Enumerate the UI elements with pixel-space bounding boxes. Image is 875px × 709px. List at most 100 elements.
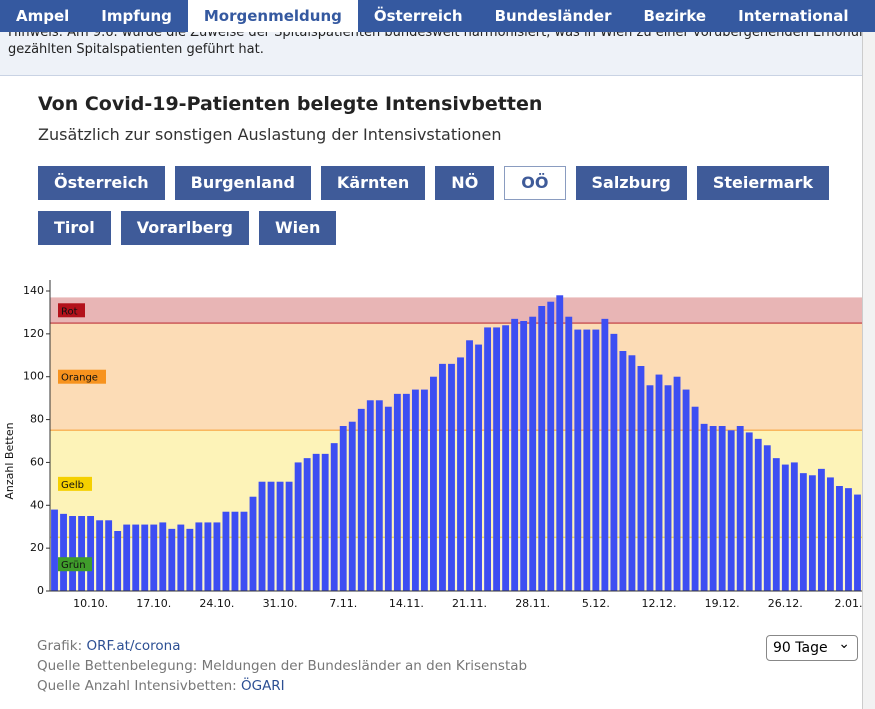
footer-link[interactable]: ÖGARI bbox=[240, 678, 285, 694]
chart: 10.10. 17.10. 24.10. 31.10. 7.11. 14.11. 21.11… bbox=[3, 280, 862, 610]
bar bbox=[709, 426, 717, 591]
bar bbox=[87, 516, 95, 591]
y-tick-label: 120 bbox=[23, 327, 44, 340]
region-button[interactable]: Salzburg bbox=[575, 166, 687, 200]
bar bbox=[538, 306, 546, 591]
bar bbox=[610, 333, 618, 591]
bar bbox=[628, 355, 636, 591]
bar bbox=[69, 516, 76, 591]
bar bbox=[547, 301, 555, 591]
bar bbox=[511, 318, 519, 591]
y-tick-label: 40 bbox=[30, 498, 44, 511]
bar bbox=[854, 494, 861, 591]
bar bbox=[502, 325, 510, 591]
bar bbox=[664, 385, 672, 591]
region-button[interactable]: Österreich bbox=[38, 166, 165, 200]
bar bbox=[430, 376, 437, 591]
region-buttons: Österreich Burgenland Kärnten NÖ OÖ Salzburg S… bbox=[38, 166, 863, 245]
bar bbox=[321, 453, 329, 591]
bar bbox=[330, 443, 338, 591]
bar bbox=[556, 295, 564, 591]
y-tick-label: 60 bbox=[30, 455, 44, 468]
bar bbox=[520, 321, 528, 591]
bar bbox=[204, 522, 212, 591]
footer-text: Quelle Anzahl Intensivbetten: bbox=[37, 678, 237, 694]
region-button[interactable]: Burgenland bbox=[174, 166, 311, 200]
bar bbox=[646, 385, 654, 591]
bar bbox=[51, 509, 58, 591]
x-tick-label: 2.01. bbox=[834, 597, 862, 610]
nav-tab[interactable]: Bundesländer bbox=[494, 7, 612, 25]
bar bbox=[150, 524, 158, 591]
bar bbox=[529, 316, 537, 591]
notice: Hinweis: Am 9.6. wurde die Zuweise der S… bbox=[0, 32, 862, 76]
bar bbox=[267, 481, 275, 591]
bar bbox=[565, 316, 573, 591]
region-button[interactable]: Steiermark bbox=[696, 166, 830, 200]
nav-tab[interactable]: Ampel bbox=[16, 7, 70, 25]
nav-tab[interactable]: International bbox=[738, 7, 849, 25]
bar bbox=[96, 520, 104, 591]
bar bbox=[448, 363, 455, 591]
bar bbox=[303, 458, 311, 591]
zone-label: Orange bbox=[61, 373, 98, 384]
zone-band bbox=[50, 323, 862, 431]
footer: Grafik: ORF.at/corona Quelle Bettenbelegu… bbox=[37, 636, 527, 696]
chart-title: Von Covid-19-Patienten belegte Intensivb… bbox=[38, 93, 543, 115]
region-button[interactable]: OÖ bbox=[504, 166, 566, 200]
x-tick-label: 26.12. bbox=[768, 597, 803, 610]
bar bbox=[754, 438, 762, 591]
zone-label: Gelb bbox=[61, 480, 84, 491]
bar bbox=[727, 430, 735, 591]
footer-line: Grafik: ORF.at/corona bbox=[37, 636, 527, 656]
x-tick-label: 5.12. bbox=[582, 597, 610, 610]
zone-label-box bbox=[58, 369, 106, 384]
bar bbox=[114, 531, 122, 591]
bar bbox=[276, 481, 284, 591]
x-tick-label: 7.11. bbox=[329, 597, 357, 610]
bar bbox=[240, 511, 248, 591]
footer-line: Quelle Bettenbelegung: Meldungen der Bun… bbox=[37, 656, 527, 676]
bar bbox=[348, 421, 356, 591]
bar bbox=[601, 318, 609, 591]
bar bbox=[691, 406, 699, 591]
bar bbox=[655, 374, 663, 591]
bar bbox=[736, 426, 744, 591]
bar bbox=[60, 513, 67, 591]
region-button[interactable]: NÖ bbox=[435, 166, 495, 200]
bar bbox=[466, 340, 473, 591]
y-axis-label: Anzahl Betten bbox=[3, 422, 16, 499]
footer-link[interactable]: ORF.at/corona bbox=[86, 638, 181, 654]
x-tick-label: 21.11. bbox=[452, 597, 487, 610]
region-button[interactable]: Tirol bbox=[38, 211, 111, 245]
zone-label-box bbox=[58, 476, 92, 491]
bar bbox=[375, 400, 383, 591]
region-button[interactable]: Kärnten bbox=[320, 166, 426, 200]
bar bbox=[457, 357, 464, 591]
bar bbox=[411, 389, 419, 591]
y-tick-label: 20 bbox=[30, 541, 44, 554]
region-button[interactable]: Vorarlberg bbox=[120, 211, 249, 245]
bar bbox=[294, 462, 302, 591]
region-button[interactable]: Wien bbox=[258, 211, 337, 245]
bar bbox=[132, 524, 140, 591]
bar bbox=[78, 516, 86, 591]
nav-tab[interactable]: Bezirke bbox=[643, 7, 707, 25]
scrollbar bbox=[862, 32, 875, 709]
nav-tab[interactable]: FAQ bbox=[864, 0, 875, 32]
x-tick-label: 24.10. bbox=[199, 597, 234, 610]
bar bbox=[817, 468, 825, 591]
nav-tab[interactable]: Impfung bbox=[101, 7, 172, 25]
bar bbox=[357, 408, 365, 591]
range-select[interactable]: 90 Tage bbox=[766, 632, 858, 661]
bar bbox=[231, 511, 239, 591]
bar bbox=[790, 462, 798, 591]
bar bbox=[619, 351, 627, 591]
nav-tab[interactable]: Morgenmeldung bbox=[187, 0, 358, 32]
bar bbox=[637, 366, 645, 591]
y-tick-label: 100 bbox=[23, 370, 44, 383]
x-tick-label: 28.11. bbox=[515, 597, 550, 610]
nav-tab[interactable]: Österreich bbox=[373, 7, 463, 25]
bar bbox=[285, 481, 293, 591]
